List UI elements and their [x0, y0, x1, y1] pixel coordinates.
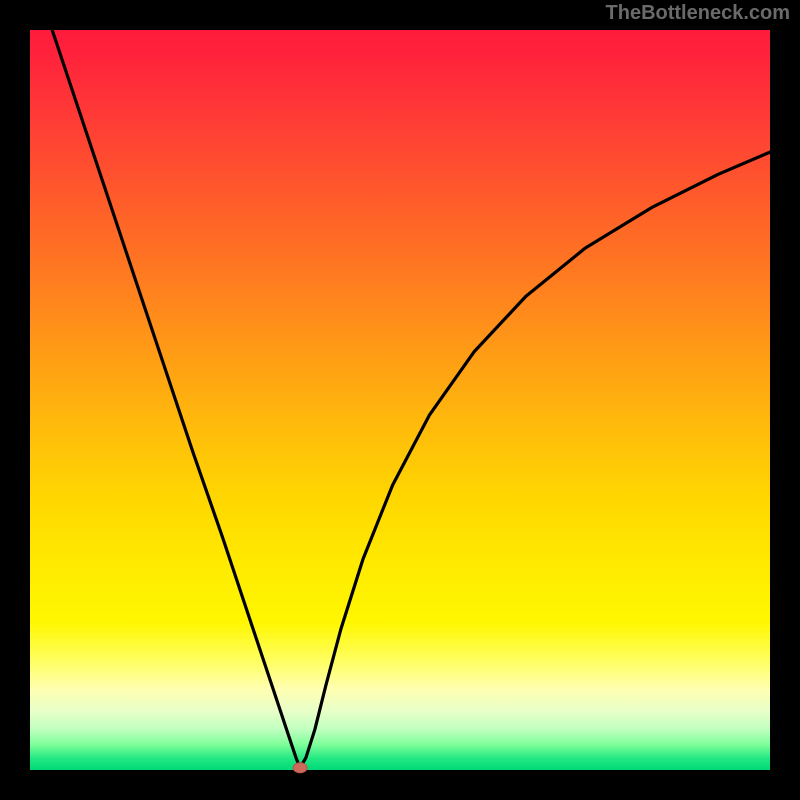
bottleneck-chart — [0, 0, 800, 800]
chart-container: TheBottleneck.com — [0, 0, 800, 800]
watermark-text: TheBottleneck.com — [606, 2, 790, 25]
